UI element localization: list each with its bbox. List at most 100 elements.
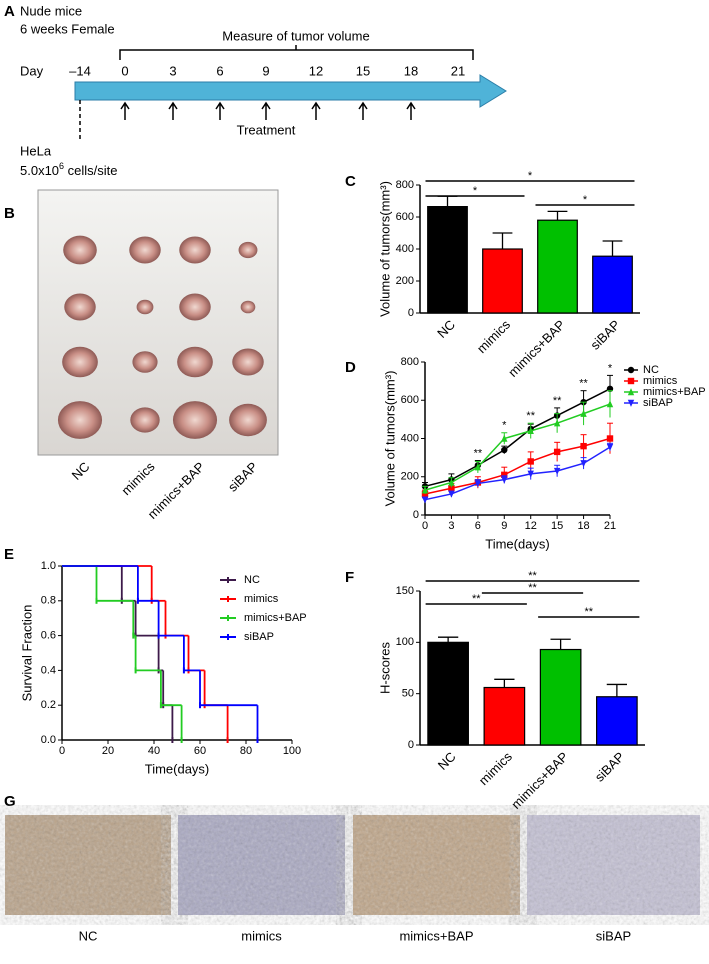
x-tick-label: mimics+BAP <box>508 749 571 812</box>
y-tick-label: 50 <box>402 688 414 700</box>
ihc-texture <box>178 815 345 915</box>
day-tick-label: 0 <box>121 63 128 78</box>
y-tick-label: 200 <box>401 471 419 483</box>
x-tick-label: 12 <box>525 520 537 532</box>
marker <box>580 442 587 450</box>
x-tick-label: mimics+BAP <box>505 317 568 380</box>
marker <box>527 427 534 435</box>
tumor <box>179 236 211 264</box>
y-tick-label: 400 <box>396 243 414 255</box>
y-tick-label: 0.2 <box>41 699 56 711</box>
x-tick-label: mimics <box>476 749 516 789</box>
treatment-arrow <box>406 101 416 120</box>
y-tick-label: 1.0 <box>41 560 56 572</box>
treatment-arrow <box>215 101 225 120</box>
significance-label: ** <box>474 447 483 459</box>
day-tick-label: 18 <box>404 63 418 78</box>
series-line <box>424 437 611 495</box>
group-label: mimics <box>118 459 158 499</box>
marker <box>606 400 614 408</box>
treatment-arrow <box>358 101 368 120</box>
series-line <box>424 388 611 488</box>
marker <box>553 448 561 456</box>
marker <box>501 446 508 454</box>
ihc-caption: siBAP <box>596 928 631 943</box>
y-tick-label: 150 <box>396 585 414 597</box>
x-tick-label: NC <box>434 317 458 341</box>
tumors <box>57 235 267 439</box>
dose: 5.0x106 cells/site <box>20 161 118 178</box>
significance-label: ** <box>472 593 481 605</box>
x-tick-label: 3 <box>448 520 454 532</box>
marker <box>606 443 614 451</box>
y-tick-label: 800 <box>396 179 414 191</box>
legend-label: mimics+BAP <box>244 612 307 624</box>
x-tick-label: 20 <box>102 745 114 757</box>
x-tick-label: siBAP <box>587 317 623 353</box>
significance-label: ** <box>579 378 588 390</box>
ihc-texture <box>527 815 700 915</box>
marker <box>627 366 635 374</box>
marker <box>474 463 482 471</box>
y-axis-title: Survival Fraction <box>19 605 34 702</box>
tumor <box>129 236 161 264</box>
tumor <box>238 241 258 259</box>
group-label: siBAP <box>225 459 261 495</box>
x-tick-label: 40 <box>148 745 160 757</box>
series-line <box>424 446 611 501</box>
x-axis-title: Time(days) <box>145 761 210 776</box>
tumor <box>177 346 213 378</box>
day-tick-label: 3 <box>169 63 176 78</box>
ihc-caption: mimics <box>241 928 282 943</box>
tumor <box>132 351 158 373</box>
x-tick-label: 100 <box>283 745 301 757</box>
legend-label: mimics <box>643 375 678 387</box>
panel-label: C <box>345 173 356 190</box>
measure-label: Measure of tumor volume <box>222 28 369 43</box>
group-label: NC <box>69 459 93 483</box>
marker <box>627 388 635 396</box>
treatment-label: Treatment <box>237 122 296 137</box>
marker <box>553 467 561 475</box>
timeline-arrow <box>74 74 507 108</box>
x-tick-label: 6 <box>475 520 481 532</box>
x-tick-label: 21 <box>604 520 616 532</box>
tumor <box>172 401 218 439</box>
x-tick-label: 18 <box>577 520 589 532</box>
significance-label: ** <box>526 410 535 422</box>
tumor <box>232 348 264 376</box>
treatment-arrow <box>120 101 130 120</box>
y-tick-label: 0.6 <box>41 630 56 642</box>
marker <box>527 458 534 465</box>
y-tick-label: 0 <box>408 307 414 319</box>
tumor <box>136 299 154 315</box>
marker <box>606 435 614 442</box>
legend-label: NC <box>643 364 659 376</box>
y-tick-label: 0.8 <box>41 595 56 607</box>
day-tick-label: 12 <box>309 63 323 78</box>
marker <box>627 377 635 385</box>
y-tick-label: 0.0 <box>41 734 56 746</box>
panel-label: F <box>345 569 354 586</box>
panel-label: B <box>4 205 15 222</box>
x-tick-label: NC <box>435 749 459 773</box>
y-tick-label: 800 <box>401 356 419 368</box>
ihc-caption: mimics+BAP <box>399 928 473 943</box>
marker <box>527 470 534 478</box>
significance-label: * <box>608 362 613 374</box>
x-tick-label: siBAP <box>592 749 628 785</box>
x-tick-label: mimics <box>474 317 514 357</box>
treatment-arrow <box>261 101 271 120</box>
subject: 6 weeks Female <box>20 21 115 36</box>
tumor <box>62 346 98 378</box>
marker <box>448 490 455 498</box>
marker <box>580 409 587 417</box>
marker <box>501 476 508 484</box>
day-tick-label: 6 <box>216 63 223 78</box>
marker <box>448 485 455 492</box>
marker <box>421 486 429 494</box>
x-tick-label: 80 <box>240 745 252 757</box>
ihc-texture <box>353 815 520 915</box>
x-tick-label: 60 <box>194 745 206 757</box>
